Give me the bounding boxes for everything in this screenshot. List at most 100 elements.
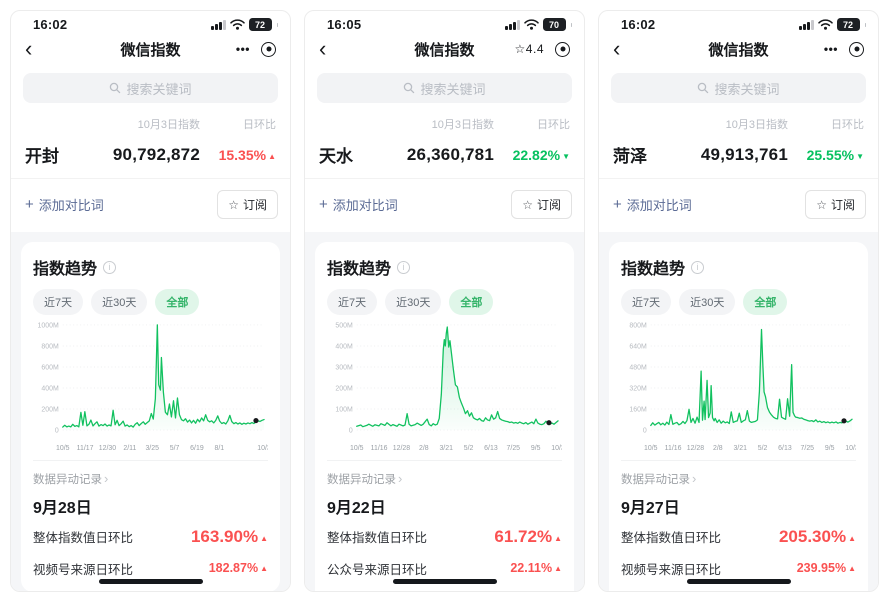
info-icon[interactable]: i [397,260,411,274]
trend-range-tab[interactable]: 近7天 [327,289,378,315]
svg-text:640M: 640M [629,343,647,350]
divider [621,459,856,461]
actions-row: + 添加对比词 ☆ 订阅 [11,179,290,232]
home-indicator [686,579,791,584]
more-menu-button[interactable]: ••• [823,42,838,56]
search-placeholder: 搜索关键词 [126,81,192,97]
more-menu-button[interactable]: ••• [235,42,250,56]
anomaly-record-link[interactable]: 数据异动记录 › [33,471,109,487]
phone-screenshot-2: 16:05 70 ‹ 微信指数 ☆4.4 搜索关键词 10月3日指数 日环比 天… [304,10,585,592]
trend-arrow-icon: ▲ [848,564,856,574]
anomaly-metric-row: 整体指数值日环比 163.90% ▲ [33,521,268,553]
trend-card-title: 指数趋势 [33,261,98,278]
phone-screenshot-3: 16:02 72 ‹ 微信指数 ••• 搜索关键词 10月3日指数 日环比 菏泽… [598,10,879,592]
svg-text:800M: 800M [629,322,647,329]
back-button[interactable]: ‹ [25,36,33,61]
anomaly-metric-row: 公众号来源日环比 22.11% ▲ [327,553,562,584]
svg-text:7/25: 7/25 [507,445,521,452]
svg-text:600M: 600M [41,364,59,371]
svg-text:3/21: 3/21 [733,445,747,452]
info-icon[interactable]: i [691,260,705,274]
anomaly-record-link[interactable]: 数据异动记录 › [621,471,697,487]
add-compare-word-button[interactable]: + 添加对比词 [319,196,398,213]
metric-label: 整体指数值日环比 [327,531,428,546]
anomaly-metric-row: 视频号来源日环比 239.95% ▲ [621,553,856,584]
home-indicator [98,579,203,584]
metric-label: 直播来源日环比 [621,590,709,591]
trend-range-tab[interactable]: 全部 [743,289,788,315]
keyword-row[interactable]: 菏泽 49,913,761 25.55% ▼ [599,134,878,179]
trend-arrow-icon: ▲ [848,533,856,543]
trend-line-chart[interactable]: 500M 400M 300M 200M 100M 0 10/5 11/16 12/28 2/8 3/… [327,319,562,458]
svg-text:11/16: 11/16 [371,445,388,452]
anomaly-record-link[interactable]: 数据异动记录 › [327,471,403,487]
svg-text:200M: 200M [41,407,59,414]
plus-icon: + [319,196,328,213]
content-section: 指数趋势 i 近7天 近30天 全部 800M 640M 480M 320M 160M 0… [599,232,878,591]
svg-text:3/25: 3/25 [145,445,159,452]
metric-label: 整体指数值日环比 [621,531,722,546]
chevron-right-icon: › [398,471,403,487]
svg-text:200M: 200M [335,385,353,392]
subscribe-button[interactable]: ☆ 订阅 [805,190,866,219]
trend-range-tab[interactable]: 近30天 [91,289,148,315]
battery-icon: 72 [248,18,272,31]
search-icon [110,82,121,94]
svg-text:2/8: 2/8 [713,445,723,452]
capsule-target-icon[interactable] [849,41,864,57]
metric-value: 205.30% ▲ [778,526,856,546]
index-table-header: 10月3日指数 日环比 [11,112,290,134]
svg-text:400M: 400M [41,385,59,392]
page-title: 微信指数 [120,41,181,59]
svg-text:10/5: 10/5 [56,445,70,452]
search-input[interactable]: 搜索关键词 [611,73,866,103]
info-icon[interactable]: i [103,260,117,274]
svg-text:2/8: 2/8 [419,445,429,452]
search-input[interactable]: 搜索关键词 [317,73,572,103]
trend-line-chart[interactable]: 800M 640M 480M 320M 160M 0 10/5 11/16 12/28 2/8 3/… [621,319,856,458]
status-icons: 70 [505,18,572,31]
keyword-change-percent: 15.35% ▲ [218,146,276,163]
battery-nub [570,22,572,27]
svg-text:0: 0 [55,428,59,435]
keyword-index-value: 90,792,872 [112,144,200,164]
trend-range-tab[interactable]: 近7天 [621,289,672,315]
svg-text:500M: 500M [335,322,353,329]
svg-text:100M: 100M [335,407,353,414]
keyword-row[interactable]: 开封 90,792,872 15.35% ▲ [11,134,290,179]
svg-text:800M: 800M [41,343,59,350]
svg-text:5/2: 5/2 [758,445,768,452]
keyword-row[interactable]: 天水 26,360,781 22.82% ▼ [305,134,584,179]
search-input[interactable]: 搜索关键词 [23,73,278,103]
metric-label: 整体指数值日环比 [33,531,134,546]
battery-icon: 70 [542,18,566,31]
rating-menu-button[interactable]: ☆4.4 [514,42,544,56]
back-button[interactable]: ‹ [613,36,621,61]
add-compare-word-button[interactable]: + 添加对比词 [613,196,692,213]
status-icons: 72 [799,18,866,31]
capsule-target-icon[interactable] [555,41,570,57]
trend-range-tab[interactable]: 近30天 [679,289,736,315]
star-icon: ☆ [228,197,239,212]
metric-value: 182.87% ▲ [208,561,268,576]
status-time: 16:02 [33,17,68,32]
trend-range-tab[interactable]: 近30天 [385,289,442,315]
subscribe-button[interactable]: ☆ 订阅 [217,190,278,219]
trend-range-tab[interactable]: 全部 [155,289,200,315]
add-compare-word-button[interactable]: + 添加对比词 [25,196,104,213]
svg-text:10/3: 10/3 [551,445,562,452]
capsule-target-icon[interactable] [261,41,276,57]
battery-nub [864,22,866,27]
svg-text:5/2: 5/2 [464,445,474,452]
subscribe-button[interactable]: ☆ 订阅 [511,190,572,219]
svg-text:10/5: 10/5 [350,445,364,452]
trend-card-title: 指数趋势 [327,261,392,278]
back-button[interactable]: ‹ [319,36,327,61]
trend-range-tab[interactable]: 近7天 [33,289,84,315]
trend-range-tab[interactable]: 全部 [449,289,494,315]
svg-text:6/13: 6/13 [778,445,792,452]
svg-text:10/3: 10/3 [257,445,268,452]
trend-arrow-icon: ▼ [856,151,864,161]
svg-text:6/19: 6/19 [190,445,204,452]
trend-line-chart[interactable]: 1000M 800M 600M 400M 200M 0 10/5 11/17 12/30 2/11… [33,319,268,458]
